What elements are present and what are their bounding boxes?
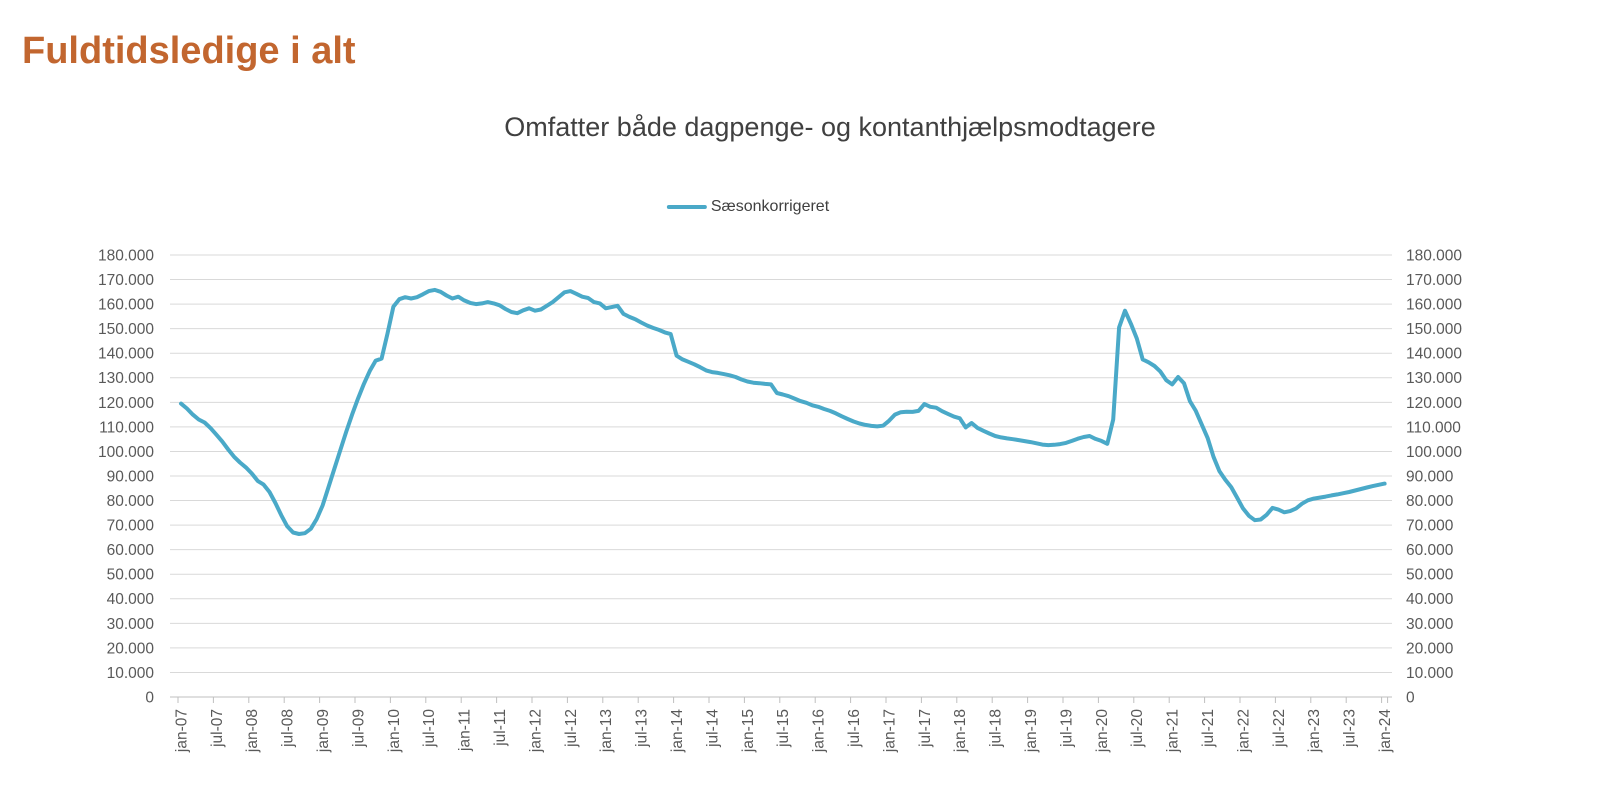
svg-text:jul-08: jul-08 [280, 709, 297, 748]
svg-text:jan-22: jan-22 [1235, 709, 1252, 753]
svg-text:130.000: 130.000 [1406, 370, 1462, 387]
chart-title: Omfatter både dagpenge- og kontanthjælps… [504, 112, 1156, 142]
svg-text:120.000: 120.000 [1406, 395, 1462, 412]
svg-text:jul-16: jul-16 [846, 709, 863, 748]
series-line [179, 287, 1387, 536]
svg-text:jan-19: jan-19 [1023, 709, 1040, 753]
svg-text:jan-09: jan-09 [315, 709, 332, 753]
svg-text:jul-09: jul-09 [350, 709, 367, 748]
svg-text:jul-11: jul-11 [492, 709, 509, 747]
svg-text:jul-20: jul-20 [1129, 709, 1146, 748]
svg-text:jan-12: jan-12 [527, 709, 544, 753]
legend-series-label: Sæsonkorrigeret [710, 198, 830, 215]
svg-text:150.000: 150.000 [98, 321, 154, 338]
x-axis-labels: jan-07 jul-07 jan-08 jul-08 jan-09 jul-09 jan-… [173, 709, 1394, 753]
svg-text:40.000: 40.000 [107, 591, 155, 608]
svg-text:jul-22: jul-22 [1271, 709, 1288, 748]
svg-text:jul-14: jul-14 [704, 709, 721, 748]
svg-text:30.000: 30.000 [1406, 616, 1454, 633]
svg-text:80.000: 80.000 [1406, 493, 1454, 510]
svg-text:10.000: 10.000 [1406, 665, 1454, 682]
svg-text:jul-15: jul-15 [775, 709, 792, 748]
svg-text:0: 0 [145, 689, 154, 706]
svg-text:160.000: 160.000 [1406, 297, 1462, 314]
svg-text:20.000: 20.000 [1406, 640, 1454, 657]
svg-text:jan-08: jan-08 [244, 709, 261, 753]
svg-text:40.000: 40.000 [1406, 591, 1454, 608]
svg-text:jan-23: jan-23 [1306, 709, 1323, 753]
y-axis-labels-left: 180.000 170.000 160.000 150.000 140.000 130.0… [98, 247, 154, 706]
svg-text:50.000: 50.000 [1406, 567, 1454, 584]
svg-text:130.000: 130.000 [98, 370, 154, 387]
svg-text:jan-11: jan-11 [457, 709, 474, 752]
svg-text:jul-13: jul-13 [634, 709, 651, 748]
page-title: Fuldtidsledige i alt [22, 30, 356, 72]
legend-line-swatch [666, 205, 707, 209]
svg-text:jul-21: jul-21 [1200, 709, 1217, 748]
y-axis-labels-right: 180.000 170.000 160.000 150.000 140.000 130.0… [1406, 247, 1462, 706]
chart-gridlines [170, 254, 1392, 673]
svg-text:jul-19: jul-19 [1058, 709, 1075, 748]
svg-text:jan-13: jan-13 [598, 709, 615, 753]
svg-text:jan-24: jan-24 [1377, 709, 1394, 753]
svg-text:0: 0 [1406, 689, 1415, 706]
svg-text:170.000: 170.000 [98, 272, 154, 289]
svg-text:140.000: 140.000 [98, 346, 154, 363]
svg-text:jan-14: jan-14 [669, 709, 686, 753]
svg-text:jul-10: jul-10 [421, 709, 438, 748]
svg-text:110.000: 110.000 [1406, 419, 1461, 436]
svg-text:100.000: 100.000 [98, 444, 154, 461]
svg-text:jan-20: jan-20 [1094, 709, 1111, 753]
svg-text:50.000: 50.000 [107, 567, 155, 584]
svg-text:70.000: 70.000 [107, 518, 155, 535]
svg-text:160.000: 160.000 [98, 297, 154, 314]
svg-text:180.000: 180.000 [1406, 247, 1462, 264]
svg-text:60.000: 60.000 [107, 542, 155, 559]
svg-text:90.000: 90.000 [1406, 468, 1454, 485]
svg-text:140.000: 140.000 [1406, 346, 1462, 363]
svg-text:70.000: 70.000 [1406, 518, 1454, 535]
svg-text:10.000: 10.000 [107, 665, 155, 682]
svg-text:110.000: 110.000 [99, 419, 154, 436]
svg-text:jul-07: jul-07 [209, 709, 226, 748]
svg-text:jul-12: jul-12 [563, 709, 580, 748]
svg-text:jan-10: jan-10 [386, 709, 403, 753]
svg-text:jan-17: jan-17 [881, 709, 898, 753]
svg-text:jul-17: jul-17 [917, 709, 934, 748]
chart-legend: Sæsonkorrigeret [666, 198, 830, 216]
svg-text:60.000: 60.000 [1406, 542, 1454, 559]
svg-text:jul-18: jul-18 [988, 709, 1005, 748]
svg-text:120.000: 120.000 [98, 395, 154, 412]
svg-text:jan-07: jan-07 [173, 709, 190, 753]
chart-axes [170, 696, 1392, 703]
svg-text:jan-15: jan-15 [740, 709, 757, 753]
svg-text:jan-18: jan-18 [952, 709, 969, 753]
svg-text:jan-21: jan-21 [1165, 709, 1182, 753]
svg-text:150.000: 150.000 [1406, 321, 1462, 338]
svg-text:80.000: 80.000 [107, 493, 155, 510]
svg-text:20.000: 20.000 [107, 640, 155, 657]
svg-text:170.000: 170.000 [1406, 272, 1462, 289]
svg-text:180.000: 180.000 [98, 247, 154, 264]
svg-text:jan-16: jan-16 [811, 709, 828, 753]
svg-text:90.000: 90.000 [107, 468, 155, 485]
svg-text:30.000: 30.000 [107, 616, 155, 633]
svg-text:100.000: 100.000 [1406, 444, 1462, 461]
svg-text:jul-23: jul-23 [1342, 709, 1359, 748]
